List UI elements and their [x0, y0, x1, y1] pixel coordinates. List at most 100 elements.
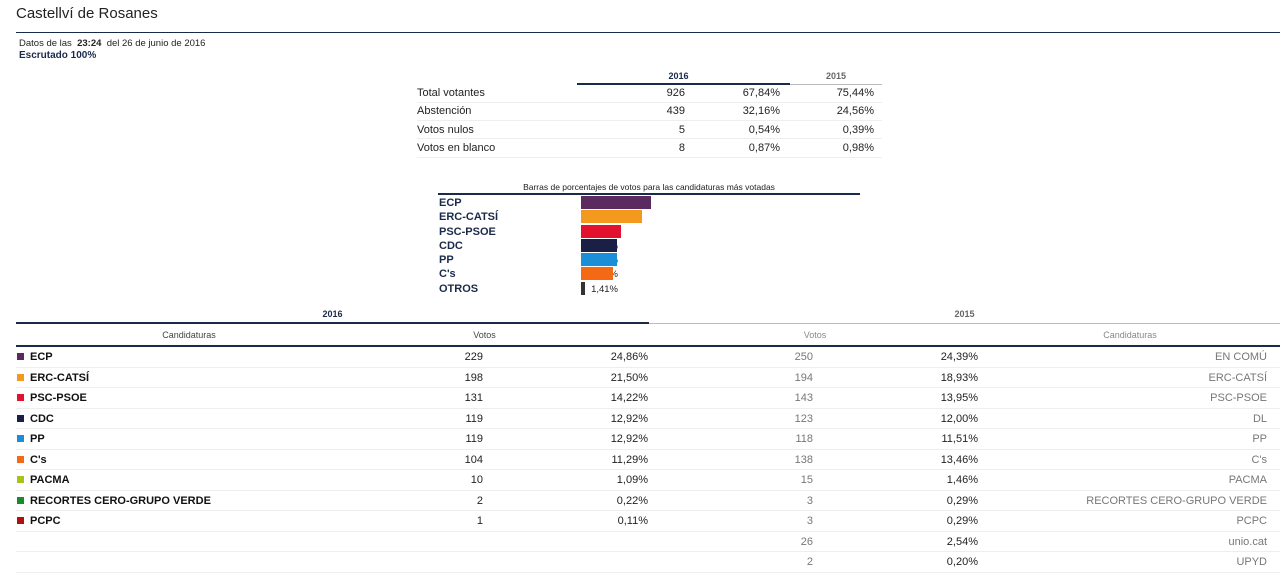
summary-prev-pct: 24,56% — [790, 102, 882, 122]
bar-row: PP12,92% — [438, 253, 860, 267]
summary-prev-pct: 0,98% — [790, 138, 882, 158]
party-name: PP — [30, 433, 45, 445]
bar-pct-label: 1,41% — [591, 283, 618, 295]
bar-fill — [581, 267, 613, 281]
party-pct-2015: 2,54% — [946, 535, 978, 548]
summary-prev-pct: 0,39% — [790, 120, 882, 140]
bar-row: CDC12,92% — [438, 238, 860, 253]
summary-label: Abstención — [417, 102, 577, 122]
party-color-swatch — [17, 476, 24, 483]
results-row: PSC-PSOE 131 14,22% 143 13,95% PSC-PSOE — [16, 388, 1280, 409]
summary-pct: 32,16% — [687, 102, 780, 122]
results-divider-2015 — [649, 323, 1280, 324]
results-header-divider — [16, 345, 1280, 347]
summary-votes: 5 — [577, 120, 687, 140]
results-year-2015: 2015 — [954, 309, 975, 319]
party-name: ERC-CATSÍ — [30, 371, 90, 384]
party-pct-2015: 13,95% — [940, 392, 978, 404]
party-color-swatch — [17, 394, 24, 401]
summary-votes: 8 — [577, 138, 687, 158]
bar-party-name: ERC-CATSÍ — [439, 211, 499, 224]
bars-caption: Barras de porcentajes de votos para las … — [523, 182, 775, 192]
summary-prev-pct: 75,44% — [790, 84, 882, 103]
results-row: 26 2,54% unio.cat — [16, 532, 1280, 552]
data-timestamp: Datos de las 23:24 del 26 de junio de 20… — [19, 38, 205, 50]
party-color-swatch — [17, 353, 24, 360]
bar-row: ECP24,86% — [438, 196, 860, 210]
bar-fill — [581, 196, 651, 209]
turnout-summary-table: 2016 2015 Total votantes 926 67,84% 75,44% A… — [417, 68, 882, 158]
title-divider — [16, 32, 1280, 33]
summary-gap — [780, 102, 790, 122]
party-pct: 12,92% — [610, 412, 648, 425]
party-votes: 1 — [476, 515, 483, 527]
party-name-2015: PCPC — [1236, 515, 1267, 527]
summary-year-2016: 2016 — [577, 68, 780, 85]
party-votes: 2 — [476, 494, 483, 507]
party-name: PCPC — [30, 515, 61, 527]
results-row: ECP 229 24,86% 250 24,39% EN COMÚ — [16, 347, 1280, 368]
party-pct: 0,22% — [616, 494, 648, 507]
party-color-swatch — [17, 517, 24, 524]
party-votes: 104 — [464, 453, 483, 466]
party-pct: 0,11% — [617, 515, 648, 527]
bar-fill — [581, 210, 642, 224]
party-name-2015: C's — [1251, 453, 1267, 466]
col-header-candidaturas: Candidaturas — [162, 330, 216, 340]
bar-fill — [581, 281, 585, 295]
party-votes: 198 — [464, 371, 483, 384]
party-votes-2015: 118 — [795, 433, 813, 445]
summary-row: Abstención 439 32,16% 24,56% — [417, 102, 882, 122]
party-name-2015: unio.cat — [1228, 535, 1267, 548]
party-votes: 229 — [464, 351, 483, 363]
results-row: PP 119 12,92% 118 11,51% PP — [16, 429, 1280, 450]
party-votes-2015: 250 — [794, 351, 813, 363]
escrutado-status: Escrutado 100% — [19, 50, 97, 61]
party-name-2015: PP — [1252, 433, 1267, 445]
party-pct-2015: 0,29% — [946, 494, 978, 507]
party-name: CDC — [30, 412, 54, 425]
results-row: PCPC 1 0,11% 3 0,29% PCPC — [16, 511, 1280, 532]
results-row: ERC-CATSÍ 198 21,50% 194 18,93% ERC-CATSÍ — [16, 368, 1280, 388]
party-color-swatch — [17, 373, 24, 381]
summary-gap — [780, 84, 790, 103]
bar-party-name: PSC-PSOE — [439, 225, 496, 238]
party-pct: 21,50% — [610, 371, 648, 384]
col-header-votos: Votos — [473, 330, 496, 340]
party-name-2015: ERC-CATSÍ — [1208, 371, 1267, 384]
party-name-2015: UPYD — [1236, 556, 1267, 568]
party-name-2015: EN COMÚ — [1215, 351, 1267, 363]
datos-prefix: Datos de las — [19, 38, 72, 49]
summary-row: Votos en blanco 8 0,87% 0,98% — [417, 138, 882, 158]
summary-pct: 0,54% — [687, 120, 780, 140]
party-votes-2015: 2 — [806, 556, 813, 568]
bar-party-name: OTROS — [439, 282, 479, 295]
summary-pct: 67,84% — [687, 84, 780, 103]
party-color-swatch — [17, 414, 24, 422]
bar-party-name: CDC — [439, 239, 463, 252]
results-row: RECORTES CERO-GRUPO VERDE 2 0,22% 3 0,29% REC… — [16, 491, 1280, 511]
party-pct: 14,22% — [610, 392, 648, 404]
summary-spacer-header — [780, 68, 790, 85]
vote-percentage-bars: ECP24,86%ERC-CATSÍ21,50%PSC-PSOE14,22%CD… — [438, 196, 860, 296]
party-votes-2015: 3 — [806, 494, 813, 507]
party-pct-2015: 12,00% — [940, 412, 978, 425]
bar-row: ERC-CATSÍ21,50% — [438, 210, 860, 224]
party-color-swatch — [17, 496, 24, 504]
bar-fill — [581, 224, 621, 238]
party-pct-2015: 24,39% — [940, 351, 978, 363]
party-votes-2015: 138 — [794, 453, 813, 466]
summary-gap — [780, 120, 790, 140]
results-year-2016: 2016 — [322, 309, 343, 319]
bar-fill — [581, 238, 617, 252]
party-name: C's — [30, 453, 47, 466]
results-divider-2016 — [16, 322, 649, 324]
party-name-2015: DL — [1252, 412, 1267, 425]
party-votes-2015: 194 — [794, 371, 813, 384]
bar-party-name: ECP — [439, 197, 462, 209]
bars-divider — [438, 193, 860, 195]
summary-label-header — [417, 68, 577, 84]
party-pct: 11,29% — [611, 453, 649, 466]
party-votes-2015: 15 — [800, 474, 813, 486]
party-pct-2015: 18,93% — [940, 371, 978, 384]
